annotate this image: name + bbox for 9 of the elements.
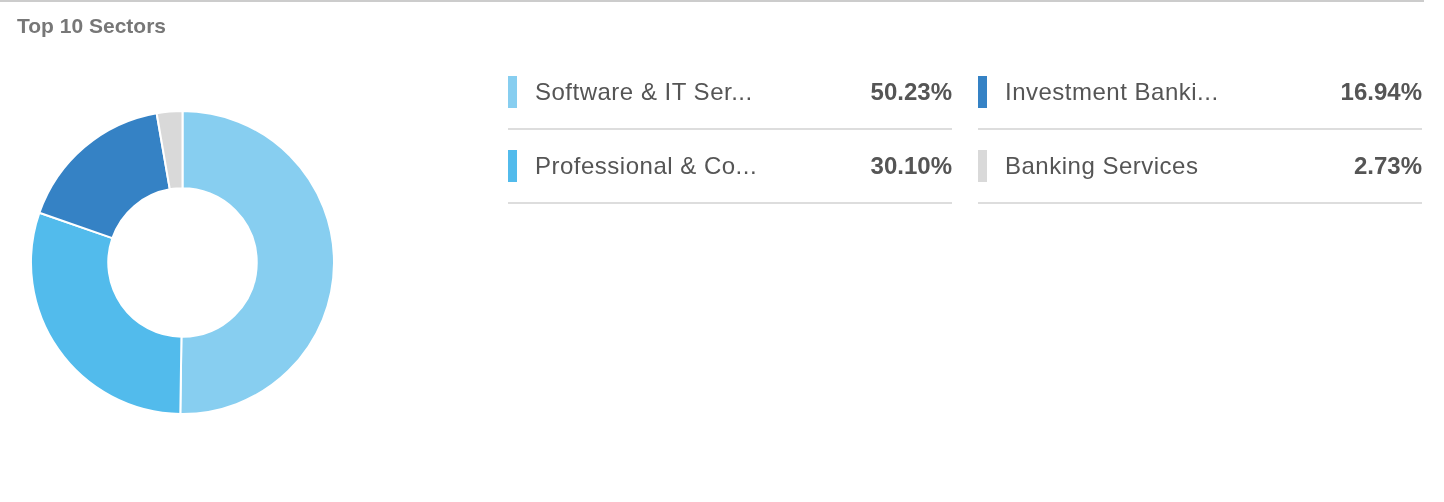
legend-label: Software & IT Ser... [535,78,754,106]
legend-label: Professional & Co... [535,152,759,180]
data-label: 16.94% [1340,78,1422,106]
data-label: 30.10% [870,152,952,180]
legend-label: Investment Banki... [1005,78,1220,106]
data-label: 2.73% [1353,152,1422,180]
data-label: 50.23% [870,78,952,106]
chart-title: Top 10 Sectors [17,14,166,38]
legend-label: Banking Services [1005,152,1200,180]
